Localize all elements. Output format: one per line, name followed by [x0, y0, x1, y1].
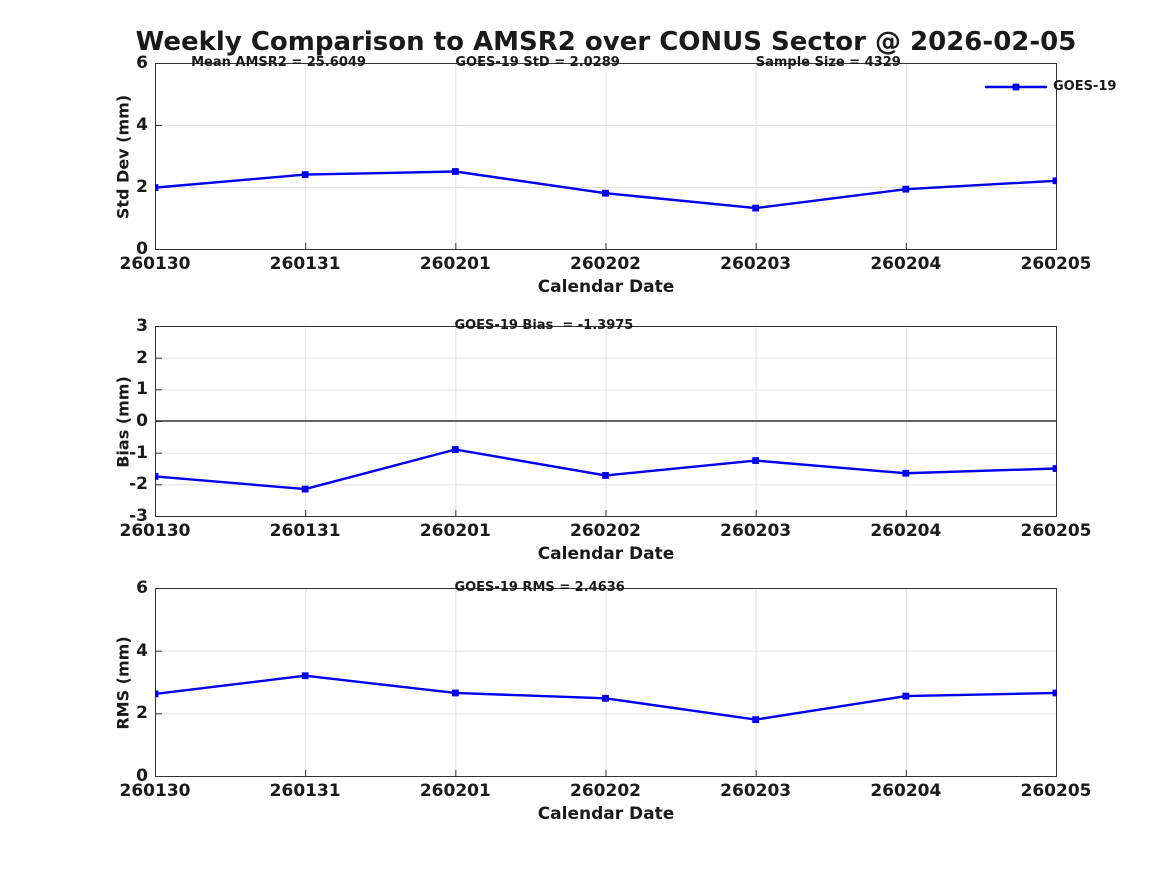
y-tick-label: 1 — [136, 379, 148, 400]
x-tick-label: 260204 — [870, 254, 942, 274]
x-tick-label: 260201 — [419, 781, 491, 801]
legend: GOES-19 — [985, 79, 1116, 94]
y-tick-label: -1 — [129, 442, 148, 463]
data-point-marker — [451, 168, 459, 175]
figure-title: Weekly Comparison to AMSR2 over CONUS Se… — [135, 27, 1077, 57]
data-point-marker — [902, 469, 910, 477]
y-axis-label-std-dev: Std Dev (mm) — [113, 94, 132, 219]
data-point-marker — [752, 204, 760, 212]
y-tick-label: -3 — [129, 506, 148, 526]
x-axis-label: Calendar Date — [537, 804, 675, 824]
plot-area-bias — [155, 326, 1057, 517]
x-tick-label: 260203 — [720, 254, 792, 274]
y-tick-label: 0 — [136, 766, 148, 786]
x-tick-label: 260131 — [269, 254, 341, 274]
x-tick-label: 260202 — [570, 521, 641, 541]
legend-label: GOES-19 — [1053, 79, 1117, 94]
data-point-marker — [155, 184, 159, 192]
axis-box — [155, 588, 1057, 777]
x-tick-label: 260202 — [570, 781, 641, 801]
axis-box — [155, 63, 1057, 250]
data-point-marker — [1052, 177, 1057, 185]
y-tick-label: 2 — [136, 347, 148, 368]
data-point-marker — [301, 485, 309, 493]
y-axis-label-rms: RMS (mm) — [113, 635, 132, 730]
x-tick-label: 260201 — [419, 254, 491, 274]
legend-line-sample — [985, 83, 1047, 90]
data-point-marker — [752, 457, 760, 464]
x-tick-label: 260205 — [1020, 254, 1092, 274]
y-tick-label: 2 — [136, 177, 148, 197]
data-point-marker — [602, 189, 609, 197]
x-tick-label: 260202 — [570, 254, 641, 274]
plot-area-std-dev — [155, 63, 1057, 250]
y-axis-label-bias: Bias (mm) — [113, 375, 132, 468]
x-axis-label: Calendar Date — [537, 544, 675, 564]
x-tick-label: 260130 — [119, 254, 191, 274]
data-point-marker — [155, 473, 159, 480]
annotation-rms-0: GOES-19 RMS = 2.4636 — [454, 580, 625, 595]
data-point-marker — [752, 716, 760, 723]
square-icon — [1012, 83, 1020, 90]
y-tick-label: 0 — [136, 239, 148, 259]
annotation-std-dev-2: Sample Size = 4329 — [755, 55, 901, 70]
data-point-marker — [451, 689, 459, 697]
x-axis-label: Calendar Date — [537, 277, 675, 297]
plot-area-rms — [155, 588, 1057, 777]
y-tick-label: 6 — [136, 53, 148, 73]
data-point-marker — [1052, 689, 1057, 697]
data-point-marker — [602, 472, 609, 479]
data-point-marker — [451, 446, 459, 453]
x-tick-label: 260201 — [419, 521, 491, 541]
x-tick-label: 260205 — [1020, 521, 1092, 541]
annotation-std-dev-1: GOES-19 StD = 2.0289 — [455, 55, 620, 70]
annotation-bias-0: GOES-19 Bias = -1.3975 — [454, 318, 634, 333]
x-tick-label: 260130 — [119, 781, 191, 801]
data-point-marker — [301, 171, 309, 178]
axis-box — [155, 326, 1057, 517]
y-tick-label: -2 — [129, 474, 148, 495]
data-point-marker — [155, 690, 159, 698]
y-tick-label: 4 — [136, 115, 148, 135]
x-tick-label: 260131 — [269, 521, 341, 541]
data-point-marker — [301, 672, 309, 680]
x-tick-label: 260204 — [870, 521, 942, 541]
y-tick-label: 0 — [136, 411, 148, 431]
y-tick-label: 6 — [136, 578, 148, 598]
x-tick-label: 260204 — [870, 781, 942, 801]
x-tick-label: 260131 — [269, 781, 341, 801]
y-tick-label: 3 — [136, 316, 148, 336]
x-tick-label: 260203 — [720, 521, 792, 541]
data-point-marker — [1052, 465, 1057, 472]
x-tick-label: 260203 — [720, 781, 792, 801]
x-tick-label: 260130 — [119, 521, 191, 541]
data-point-marker — [602, 694, 609, 702]
x-tick-label: 260205 — [1020, 781, 1092, 801]
data-point-marker — [902, 185, 910, 193]
data-point-marker — [902, 692, 910, 700]
y-tick-label: 2 — [136, 703, 148, 724]
annotation-std-dev-0: Mean AMSR2 = 25.6049 — [191, 55, 366, 70]
y-tick-label: 4 — [136, 640, 148, 661]
